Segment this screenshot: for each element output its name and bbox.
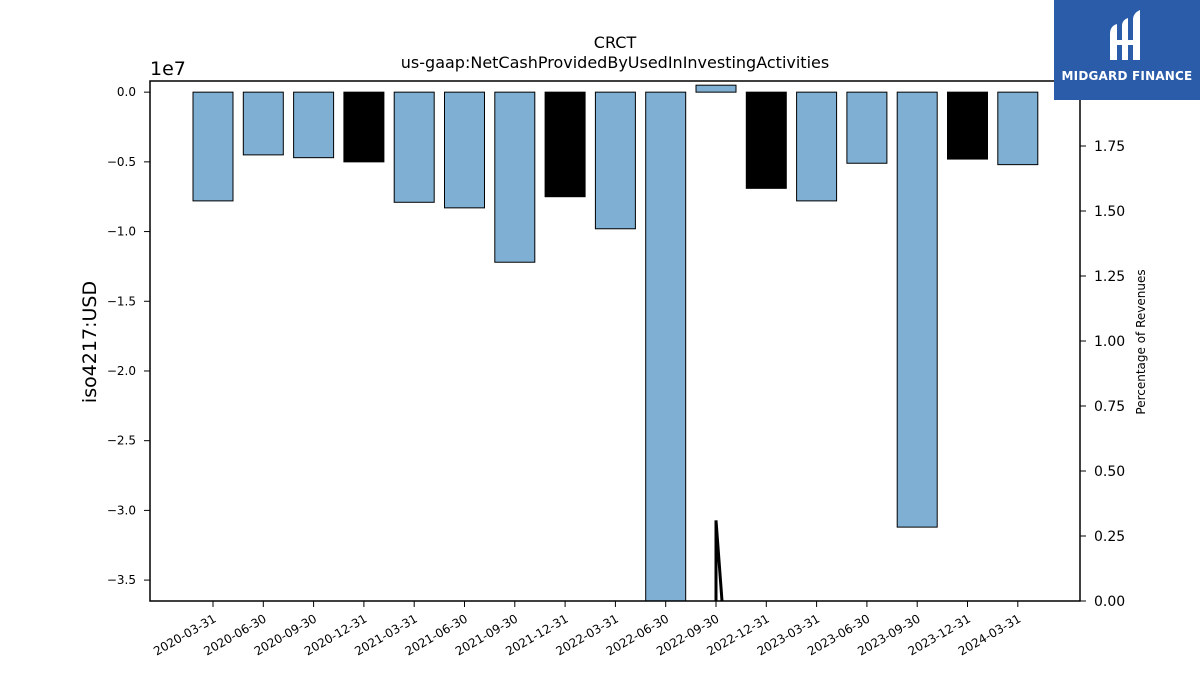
y2-tick-label: 0.25 bbox=[1094, 529, 1125, 545]
x-ticks-group: 2020-03-312020-06-302020-09-302020-12-31… bbox=[151, 601, 1023, 658]
y2-tick-label: 0.50 bbox=[1094, 464, 1125, 480]
bar-2024-03-31 bbox=[997, 91, 1039, 166]
y2-tick-label: 0.00 bbox=[1094, 594, 1125, 610]
plot-frame bbox=[149, 80, 1081, 602]
bar-2022-03-31 bbox=[594, 91, 636, 230]
y2-tick-label: 1.25 bbox=[1094, 269, 1125, 285]
bar-2020-03-31 bbox=[192, 91, 234, 202]
secondary-line-group bbox=[714, 520, 724, 602]
y-tick-label: −0.5 bbox=[107, 155, 136, 169]
y-ticks-group: 0.0 −0.5 −1.0 −1.5 −2.0 −2.5 −3.0 −3.5 bbox=[107, 85, 150, 587]
bar-2020-09-30 bbox=[293, 91, 335, 159]
y-tick-label: −3.5 bbox=[107, 573, 136, 587]
bar-2023-06-30 bbox=[846, 91, 888, 164]
y2-axis-label: Percentage of Revenues bbox=[1134, 269, 1148, 414]
y-tick-label: −1.0 bbox=[107, 225, 136, 239]
y2-tick-label: 1.00 bbox=[1094, 334, 1125, 350]
bar-2022-09-30 bbox=[695, 84, 737, 93]
logo: MIDGARD FINANCE bbox=[1054, 0, 1200, 100]
bar-2023-03-31 bbox=[796, 91, 838, 202]
y-tick-label: −3.0 bbox=[107, 503, 136, 517]
y-axis-label: iso4217:USD bbox=[79, 281, 101, 403]
bars-group bbox=[192, 84, 1039, 602]
bar-2021-06-30 bbox=[444, 91, 485, 209]
bar-2021-03-31 bbox=[393, 91, 435, 203]
logo-text: MIDGARD FINANCE bbox=[1061, 69, 1193, 83]
percentage-line bbox=[714, 520, 724, 602]
bar-2022-12-31 bbox=[745, 91, 787, 189]
y-tick-label: −2.5 bbox=[107, 434, 136, 448]
y2-ticks-group: 0.00 0.25 0.50 0.75 1.00 1.25 1.50 1.75 bbox=[1080, 139, 1125, 610]
chart-title: CRCT bbox=[594, 33, 637, 52]
y-tick-label: −1.5 bbox=[107, 294, 136, 308]
y-offset-label: 1e7 bbox=[150, 58, 186, 80]
y-tick-label: −2.0 bbox=[107, 364, 136, 378]
midgard-finance-logo-icon bbox=[1110, 10, 1140, 60]
bar-2023-12-31 bbox=[947, 91, 988, 160]
bar-2021-09-30 bbox=[494, 91, 536, 263]
bar-2021-12-31 bbox=[544, 91, 586, 198]
y2-tick-label: 1.50 bbox=[1094, 204, 1125, 220]
chart-subtitle: us-gaap:NetCashProvidedByUsedInInvesting… bbox=[401, 53, 829, 72]
y2-tick-label: 1.75 bbox=[1094, 139, 1125, 155]
bar-2020-06-30 bbox=[242, 91, 284, 156]
bar-2020-12-31 bbox=[343, 91, 385, 163]
bar-2023-09-30 bbox=[896, 91, 938, 528]
y-tick-label: 0.0 bbox=[117, 85, 136, 99]
y2-tick-label: 0.75 bbox=[1094, 399, 1125, 415]
bar-2022-06-30 bbox=[645, 91, 687, 602]
